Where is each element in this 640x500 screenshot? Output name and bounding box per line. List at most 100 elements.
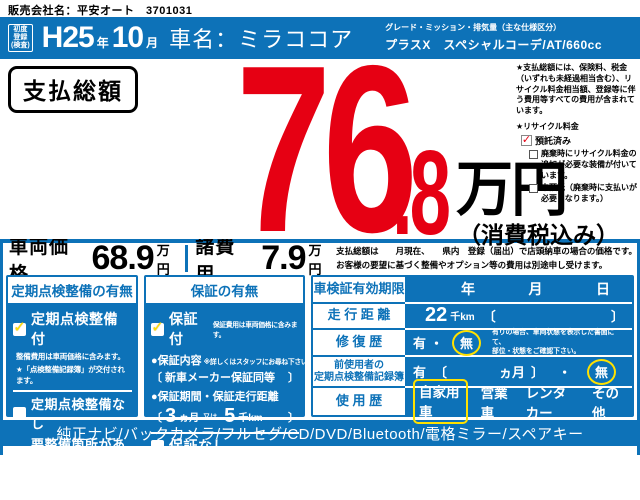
bracket-close: 〕 — [288, 372, 299, 384]
warranty-content-label: ●保証内容 — [151, 355, 202, 367]
empty-checkbox-icon[interactable] — [13, 406, 26, 420]
price-row-notes: 支払総額は 月現在、 県内 登録（届出）で店頭納車の場合の価格です。 お客様の要… — [336, 245, 637, 271]
inspection-expiry-value: 年 月 日 — [405, 277, 632, 304]
usage-history-value: 自家用車 営業車 レンタカー その他 — [405, 379, 632, 425]
bracket-close: 〕 — [610, 309, 624, 325]
repair-yes-option[interactable]: 有 — [413, 336, 427, 352]
empty-checkbox-icon[interactable] — [529, 184, 538, 194]
total-price-badge: 支払総額 — [8, 66, 138, 113]
maintenance-foot-note-1: ★車両状態を表示した書面にて、 — [18, 475, 127, 484]
warranty-checked-option: ✓ 保証付 保証費用は車両価格に含みます。 — [151, 309, 299, 349]
record-months-unit: ヵ月 — [499, 365, 526, 381]
warranty-period-label: ●保証期間・保証走行距離 — [151, 391, 279, 403]
registration-date: H25 年 10 月 — [42, 21, 161, 55]
total-price-notes: ★支払総額には、保険料、税金（いずれも未経過相当含む）、リサイクル料金相当額、登… — [516, 63, 638, 205]
recycle-option-1-label: 廃棄時にリサイクル料金の追加が必要な装備が付いています。 — [541, 148, 637, 180]
warranty-checked-label: 保証付 — [169, 311, 198, 347]
warranty-content-value: 新車メーカー保証同等 — [165, 372, 275, 384]
option-separator-dot: ・ — [558, 365, 572, 381]
price-note-line2: お客様の要望に基づく整備やオプション等の費用は別途申し受けます。 — [336, 259, 608, 270]
vertical-divider — [185, 245, 189, 272]
vehicle-info-box: 車検証有効期限 年 月 日 走 行 距 離 22 千km 〔 〕 — [311, 275, 634, 425]
previous-owner-record-label: 前使用者の 定期点検整備記録簿 — [313, 356, 405, 389]
recycle-option-1: 廃棄時にリサイクル料金の追加が必要な装備が付いています。 — [529, 149, 638, 181]
total-price-integer: 76 — [236, 17, 418, 282]
mileage-unit: 千km — [450, 312, 475, 324]
badge-line: (検査) — [11, 41, 30, 49]
warranty-distance-unit: 千km — [238, 413, 263, 424]
repair-history-value: 有 ・ 無 有りの場合、車両状態を表示した書面にて、 部位・状態をご確認下さい。 — [405, 329, 632, 357]
registration-year: H25 — [41, 21, 95, 54]
repair-history-label: 修 復 歴 — [313, 330, 405, 357]
price-breakdown-row: 車両価格 68.9 万円 諸費用 7.9 万円 支払総額は 月現在、 県内 登録… — [3, 237, 637, 285]
recycle-deposited-label: 預託済み — [535, 135, 572, 146]
fees-unit: 万円 — [308, 242, 322, 277]
bracket-open: 〔 — [151, 372, 162, 384]
year-unit: 年 — [461, 281, 475, 298]
check-icon: ✓ — [13, 319, 26, 336]
usage-other-option[interactable]: その他 — [592, 385, 619, 421]
total-note-paragraph: ★支払総額には、保険料、税金（いずれも未経過相当含む）、リサイクル料金相当額、登… — [516, 63, 636, 116]
warranty-months-unit: ヵ月 — [179, 413, 200, 424]
empty-checkbox-icon[interactable] — [13, 446, 26, 460]
bracket-close: 〕 — [531, 365, 545, 381]
warranty-period-value-row: 〔 3 ヵ月 又は 5 千km 〕 — [151, 405, 299, 428]
record-no-option-circled[interactable]: 無 — [586, 358, 616, 385]
repair-history-row: 修 復 歴 有 ・ 無 有りの場合、車両状態を表示した書面にて、 部位・状態をご… — [313, 329, 632, 357]
usage-private-option-highlighted[interactable]: 自家用車 — [413, 379, 468, 425]
warranty-box-body: ✓ 保証付 保証費用は車両価格に含みます。 ●保証内容 ※詳しくはスタッフにお尋… — [146, 303, 314, 458]
badge-line: 初度 — [13, 26, 28, 34]
tax-included-note: （消費税込み） — [458, 222, 619, 248]
empty-checkbox-icon[interactable] — [529, 149, 538, 159]
checked-checkbox-icon[interactable]: ✓ — [13, 319, 26, 336]
maintenance-box-body: ✓ 定期点検整備付 整備費用は車両価格に含みます。 ★「点検整備記録簿」が交付さ… — [8, 303, 136, 500]
maintenance-option-none: 定期点検整備なし — [13, 394, 132, 432]
maintenance-checked-option: ✓ 定期点検整備付 — [13, 309, 132, 349]
divider — [13, 390, 132, 392]
mileage-value: 22 千km 〔 〕 — [405, 304, 632, 331]
maintenance-sub-note-1: 整備費用は車両価格に含みます。 — [16, 352, 125, 361]
first-registration-badge: 初度 登録 (検査) — [8, 24, 33, 52]
recycle-deposited-option: ✓ 預託済み — [521, 135, 638, 147]
badge-line: 登録 — [13, 34, 28, 42]
total-price-decimal: .8 — [392, 126, 451, 260]
usage-rental-option[interactable]: レンタカー — [525, 385, 567, 421]
car-name: 車名：ミラココア — [169, 27, 354, 52]
equipment-bar: 純正ナビ/バックカメラ/フルセグ/CD/DVD/Bluetooth/電格ミラー/… — [3, 420, 637, 446]
vehicle-price-value: 68.9 — [91, 239, 155, 277]
maintenance-none-label: 定期点検整備なし — [31, 397, 126, 431]
check-icon: ✓ — [521, 134, 532, 147]
bracket-close: 〕 — [288, 411, 299, 424]
month-unit: 月 — [528, 281, 543, 298]
repair-no-option-circled[interactable]: 無 — [452, 329, 482, 356]
registration-month: 10 — [111, 21, 144, 54]
bracket-open: 〔 — [151, 411, 162, 424]
maintenance-box-title: 定期点検整備の有無 — [8, 277, 136, 303]
info-boxes: 定期点検整備の有無 ✓ 定期点検整備付 整備費用は車両価格に含みます。 ★「点検… — [3, 274, 637, 497]
record-yes-option[interactable]: 有 — [413, 365, 427, 381]
warranty-fee-note: 保証費用は車両価格に含みます。 — [212, 322, 298, 339]
repair-note-line2: 部位・状態をご確認下さい。 — [492, 348, 581, 356]
header-bar: 初度 登録 (検査) H25 年 10 月 車名：ミラココア グレード・ミッショ… — [0, 17, 640, 59]
vehicle-price-unit: 万円 — [156, 242, 170, 277]
usage-history-row: 使 用 歴 自家用車 営業車 レンタカー その他 — [313, 379, 632, 425]
month-unit: 月 — [146, 36, 159, 50]
checked-checkbox-icon[interactable]: ✓ — [151, 319, 164, 336]
check-icon: ✓ — [151, 319, 164, 336]
recycle-option-2-label: 未預託（廃棄時に支払いが必要となります。） — [541, 183, 637, 204]
year-unit: 年 — [96, 36, 109, 50]
warranty-box-title: 保証の有無 — [146, 277, 303, 303]
recycle-option-2: 未預託（廃棄時に支払いが必要となります。） — [529, 183, 638, 205]
fees-value: 7.9 — [261, 239, 306, 277]
warranty-box: 保証の有無 ✓ 保証付 保証費用は車両価格に含みます。 ●保証内容 ※詳しくはス… — [144, 275, 314, 454]
total-price-section: 支払総額 76 .8 万円 （消費税込み） ★支払総額には、保険料、税金（いずれ… — [0, 31, 640, 269]
year-month-day-blanks: 年 月 日 — [413, 279, 624, 299]
dealer-name-line: 販売会社名：平安オート 3701031 — [8, 5, 193, 17]
recycle-fee-title: ★リサイクル料金 — [516, 121, 579, 131]
mileage-number: 22 — [425, 304, 448, 327]
maintenance-box: 定期点検整備の有無 ✓ 定期点検整備付 整備費用は車両価格に含みます。 ★「点検… — [6, 275, 138, 497]
warranty-content-value-row: 〔 新車メーカー保証同等 〕 — [151, 369, 299, 385]
checked-checkbox-icon[interactable]: ✓ — [521, 134, 532, 147]
usage-commercial-option[interactable]: 営業車 — [480, 385, 508, 421]
previous-owner-record-value: 有 〔 ヵ月 〕 ・ 無 — [405, 357, 632, 389]
